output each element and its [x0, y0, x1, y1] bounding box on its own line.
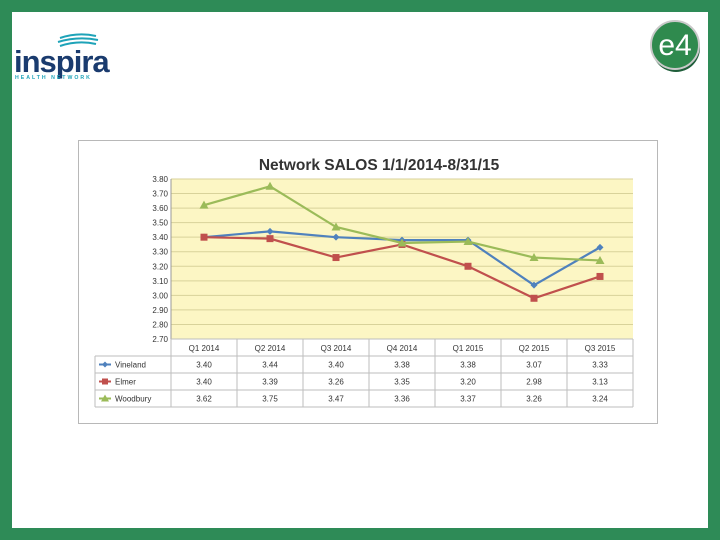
- table-value-label: 3.40: [196, 378, 212, 387]
- table-value-label: 3.37: [460, 395, 476, 404]
- woodbury-point: [463, 237, 473, 246]
- x-category-label: Q3 2015: [585, 344, 616, 353]
- elmer-point: [530, 294, 538, 302]
- legend-key-marker: [101, 394, 109, 402]
- table-value-label: 3.33: [592, 361, 608, 370]
- table-value-label: 3.26: [526, 395, 542, 404]
- x-category-label: Q3 2014: [321, 344, 352, 353]
- table-value-label: 3.47: [328, 395, 344, 404]
- table-value-label: 3.38: [460, 361, 476, 370]
- table-value-label: 3.75: [262, 395, 278, 404]
- elmer-point: [596, 272, 604, 280]
- table-value-label: 3.40: [196, 361, 212, 370]
- vineland-point: [596, 243, 604, 251]
- y-tick-label: 3.40: [152, 233, 168, 242]
- legend-series-name: Vineland: [115, 361, 146, 370]
- vineland-point: [332, 233, 340, 241]
- legend-series-name: Woodbury: [115, 395, 151, 404]
- salos-line-chart: Network SALOS 1/1/2014-8/31/15 3.80 3.70 3…: [94, 157, 634, 408]
- table-value-label: 3.38: [394, 361, 410, 370]
- elmer-point: [200, 233, 208, 241]
- y-tick-label: 3.70: [152, 190, 168, 199]
- inspira-logo: inspira HEALTH NETWORK: [14, 33, 111, 81]
- table-value-label: 3.20: [460, 378, 476, 387]
- table-value-label: 3.24: [592, 395, 608, 404]
- table-value-label: 3.62: [196, 395, 212, 404]
- table-value-label: 3.44: [262, 361, 278, 370]
- vineland-point: [266, 227, 274, 235]
- table-value-label: 3.35: [394, 378, 410, 387]
- woodbury-point: [529, 253, 539, 262]
- logo-tagline: HEALTH NETWORK: [15, 75, 92, 81]
- y-tick-label: 3.20: [152, 262, 168, 271]
- table-value-label: 3.40: [328, 361, 344, 370]
- table-value-label: 2.98: [526, 378, 542, 387]
- chart-frame: Network SALOS 1/1/2014-8/31/15 3.80 3.70 3…: [78, 140, 658, 424]
- woodbury-point: [331, 222, 341, 231]
- x-category-label: Q1 2015: [453, 344, 484, 353]
- y-tick-label: 3.30: [152, 248, 168, 257]
- woodbury-point: [199, 200, 209, 209]
- y-tick-label: 3.00: [152, 291, 168, 300]
- logo-word: inspira: [14, 44, 110, 79]
- x-category-label: Q1 2014: [189, 344, 220, 353]
- table-value-label: 3.36: [394, 395, 410, 404]
- slide: inspira HEALTH NETWORK e4 Network SALOS …: [12, 12, 708, 528]
- wave-icon: [57, 33, 99, 47]
- y-tick-label: 2.80: [152, 320, 168, 329]
- y-tick-label: 3.80: [152, 175, 168, 184]
- elmer-point: [332, 254, 340, 262]
- e4-badge: e4: [650, 20, 700, 72]
- y-tick-label: 2.70: [152, 335, 168, 344]
- table-value-label: 3.13: [592, 378, 608, 387]
- table-value-label: 3.26: [328, 378, 344, 387]
- legend-series-name: Elmer: [115, 378, 136, 387]
- elmer-point: [266, 235, 274, 243]
- y-tick-label: 2.90: [152, 306, 168, 315]
- legend-key-marker: [102, 378, 108, 385]
- woodbury-point: [397, 238, 407, 247]
- badge-text: e4: [658, 29, 691, 62]
- x-category-label: Q4 2014: [387, 344, 418, 353]
- y-tick-label: 3.10: [152, 277, 168, 286]
- y-tick-label: 3.60: [152, 204, 168, 213]
- y-tick-label: 3.50: [152, 219, 168, 228]
- vineland-point: [530, 281, 538, 289]
- table-value-label: 3.39: [262, 378, 278, 387]
- woodbury-point: [265, 181, 275, 190]
- woodbury-point: [595, 255, 605, 264]
- x-category-label: Q2 2014: [255, 344, 286, 353]
- chart-title: Network SALOS 1/1/2014-8/31/15: [259, 157, 500, 174]
- elmer-point: [464, 262, 472, 270]
- legend-key-marker: [102, 361, 108, 368]
- x-category-label: Q2 2015: [519, 344, 550, 353]
- table-value-label: 3.07: [526, 361, 542, 370]
